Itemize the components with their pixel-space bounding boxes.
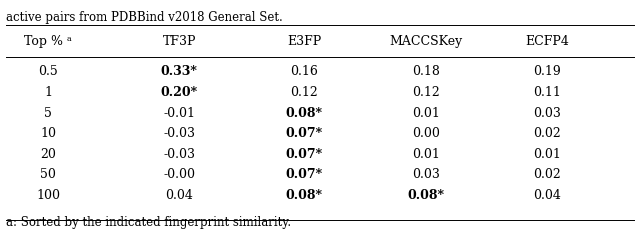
Text: 5: 5 [44,106,52,120]
Text: 0.02: 0.02 [533,127,561,140]
Text: 0.03: 0.03 [412,168,440,181]
Text: 0.20*: 0.20* [161,86,198,99]
Text: 1: 1 [44,86,52,99]
Text: -0.03: -0.03 [163,127,195,140]
Text: 20: 20 [40,148,56,161]
Text: 100: 100 [36,189,60,202]
Text: 0.02: 0.02 [533,168,561,181]
Text: 0.16: 0.16 [290,65,318,79]
Text: 0.07*: 0.07* [285,127,323,140]
Text: 0.19: 0.19 [533,65,561,79]
Text: 0.07*: 0.07* [285,168,323,181]
Text: 0.03: 0.03 [533,106,561,120]
Text: 0.5: 0.5 [38,65,58,79]
Text: 0.01: 0.01 [412,148,440,161]
Text: -0.01: -0.01 [163,106,195,120]
Text: ECFP4: ECFP4 [525,35,569,48]
Text: 0.08*: 0.08* [285,106,323,120]
Text: active pairs from PDBBind v2018 General Set.: active pairs from PDBBind v2018 General … [6,11,283,24]
Text: 0.04: 0.04 [165,189,193,202]
Text: MACCSKey: MACCSKey [389,35,462,48]
Text: 0.33*: 0.33* [161,65,198,79]
Text: 0.08*: 0.08* [407,189,444,202]
Text: 0.07*: 0.07* [285,148,323,161]
Text: 0.18: 0.18 [412,65,440,79]
Text: 0.04: 0.04 [533,189,561,202]
Text: E3FP: E3FP [287,35,321,48]
Text: TF3P: TF3P [163,35,196,48]
Text: 10: 10 [40,127,56,140]
Text: 0.12: 0.12 [412,86,440,99]
Text: 0.12: 0.12 [290,86,318,99]
Text: Top % ᵃ: Top % ᵃ [24,35,72,48]
Text: 0.11: 0.11 [533,86,561,99]
Text: 0.01: 0.01 [533,148,561,161]
Text: 0.00: 0.00 [412,127,440,140]
Text: 0.01: 0.01 [412,106,440,120]
Text: a: Sorted by the indicated fingerprint similarity.: a: Sorted by the indicated fingerprint s… [6,216,292,229]
Text: 0.08*: 0.08* [285,189,323,202]
Text: 50: 50 [40,168,56,181]
Text: -0.03: -0.03 [163,148,195,161]
Text: -0.00: -0.00 [163,168,195,181]
